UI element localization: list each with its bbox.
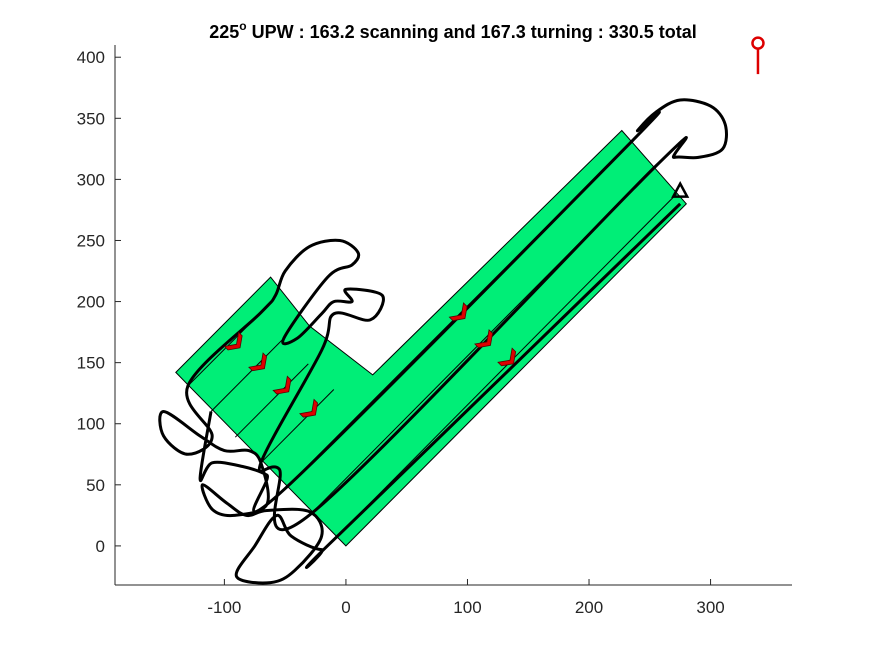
title-prefix: 225 <box>209 22 239 42</box>
flight-path-layer <box>158 98 728 585</box>
heading-chevron-3 <box>299 398 318 418</box>
y-tick-label: 0 <box>96 537 105 556</box>
heading-marker-6 <box>497 347 517 367</box>
y-tick-label: 50 <box>86 476 105 495</box>
y-tick-label: 200 <box>77 293 105 312</box>
lane-line-2 <box>234 363 309 438</box>
heading-marker-0 <box>223 331 243 351</box>
x-tick-label: 100 <box>453 598 481 617</box>
y-tick-label: 300 <box>77 170 105 189</box>
heading-marker-1 <box>248 352 267 372</box>
flight-path-line <box>158 98 728 585</box>
y-tick-label: 400 <box>77 48 105 67</box>
y-tick-label: 150 <box>77 354 105 373</box>
heading-chevron-5 <box>474 329 493 348</box>
chart-title: 225o UPW : 163.2 scanning and 167.3 turn… <box>209 19 697 42</box>
y-tick-label: 250 <box>77 231 105 250</box>
start-triangle-marker <box>671 180 690 198</box>
reference-marker-circle <box>751 36 765 50</box>
heading-markers-layer <box>223 36 765 418</box>
field-polygon-layer <box>175 129 687 547</box>
heading-chevron-1 <box>248 352 267 372</box>
heading-marker-5 <box>474 329 493 348</box>
x-tick-label: 300 <box>696 598 724 617</box>
axes: -100 0 100 200 300 0 50 100 150 200 250 300 350 400 <box>77 45 792 617</box>
y-tick-label: 100 <box>77 415 105 434</box>
title-superscript: o <box>239 19 246 33</box>
heading-marker-2 <box>272 375 292 395</box>
x-tick-label: -100 <box>207 598 241 617</box>
y-tick-label: 350 <box>77 109 105 128</box>
heading-chevron-6 <box>497 347 517 367</box>
heading-marker-4 <box>448 302 468 322</box>
lane-line-3 <box>260 389 335 464</box>
x-tick-label: 0 <box>341 598 350 617</box>
heading-chevron-4 <box>448 302 468 322</box>
x-tick-label: 200 <box>575 598 603 617</box>
lane-line-6 <box>334 193 677 539</box>
heading-chevron-2 <box>272 375 292 395</box>
heading-chevron-0 <box>223 331 243 351</box>
lane-line-1 <box>210 337 285 412</box>
title-suffix: UPW : 163.2 scanning and 167.3 turning :… <box>247 22 697 42</box>
heading-marker-3 <box>299 398 318 418</box>
field-polygon <box>175 129 687 547</box>
